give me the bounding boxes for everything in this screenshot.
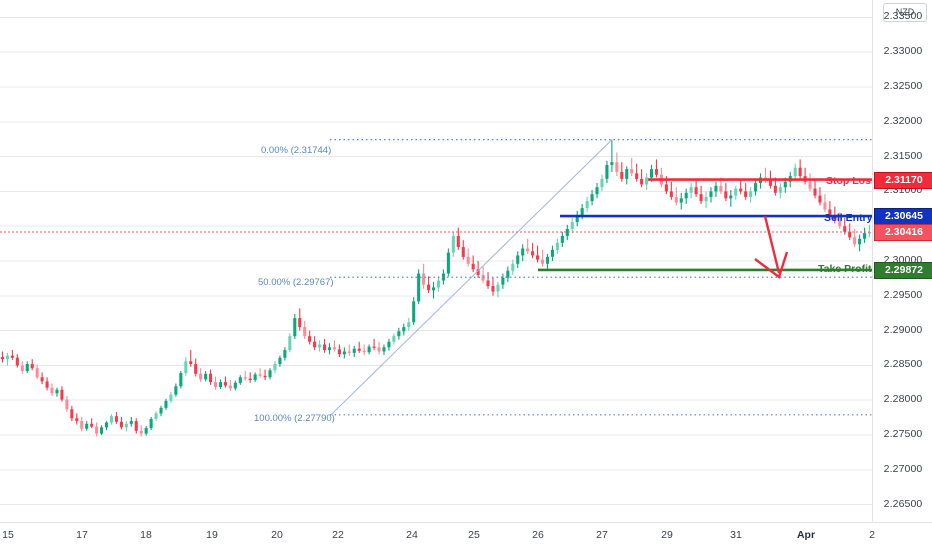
price-tick: 2.27000 <box>883 462 923 475</box>
price-tick: 2.33000 <box>883 45 923 58</box>
time-tick: 22 <box>332 529 344 541</box>
time-tick: 29 <box>661 529 673 541</box>
time-tick: 27 <box>596 529 608 541</box>
time-tick: 26 <box>532 529 544 541</box>
trade-levels <box>0 178 872 272</box>
price-tick: 2.32500 <box>883 80 923 92</box>
fib-50-label: 50.00% (2.29767) <box>258 277 334 288</box>
time-tick: 20 <box>271 529 283 541</box>
time-tick: 18 <box>140 529 152 541</box>
price-axis[interactable]: NZD 2.33500 2.33000 2.32500 2.32000 2.31500 2… <box>872 0 932 522</box>
stop-loss-label: Stop Loss <box>826 175 872 187</box>
fib-0-label: 0.00% (2.31744) <box>261 145 332 156</box>
price-tick: 2.33500 <box>883 10 923 23</box>
sell-direction-arrow <box>754 215 789 279</box>
time-tick: 24 <box>406 529 418 541</box>
price-tick: 2.32000 <box>883 114 923 127</box>
fibonacci-levels <box>330 139 872 416</box>
time-tick: 25 <box>468 529 480 541</box>
price-tick: 2.28000 <box>883 393 923 406</box>
price-tick: 2.29000 <box>883 323 923 336</box>
price-tick: 2.26500 <box>883 497 923 510</box>
price-tick: 2.28500 <box>883 358 923 371</box>
price-tick: 2.27500 <box>883 428 923 440</box>
time-tick: 15 <box>2 529 14 541</box>
candle-series <box>0 139 872 437</box>
sell-entry-price-pill[interactable]: 2.30645 <box>874 208 932 226</box>
symbol-badge[interactable]: NZD <box>883 3 927 22</box>
chart-plot-area[interactable]: Stop Loss Sell Entry Take Profit 0.00% (… <box>0 0 872 522</box>
time-tick: Apr <box>796 529 816 541</box>
time-axis[interactable]: 15 17 18 19 20 22 24 25 26 27 29 31 Apr 2 <box>0 522 932 551</box>
time-tick: 19 <box>206 529 218 541</box>
take-profit-price-pill[interactable]: 2.29872 <box>874 261 932 279</box>
price-tick: 2.29500 <box>883 288 923 301</box>
candlestick-canvas <box>0 16 872 506</box>
stop-loss-price-pill[interactable]: 2.31170 <box>874 171 932 189</box>
fib-100-label: 100.00% (2.27790) <box>254 413 335 424</box>
take-profit-label: Take Profit <box>818 263 872 275</box>
current-price-pill[interactable]: 2.30416 <box>874 224 932 242</box>
time-tick: 2 <box>869 529 875 541</box>
price-tick: 2.31500 <box>883 149 923 162</box>
time-tick: 17 <box>76 529 88 541</box>
time-tick: 31 <box>730 529 742 541</box>
sell-entry-label: Sell Entry <box>824 212 872 224</box>
